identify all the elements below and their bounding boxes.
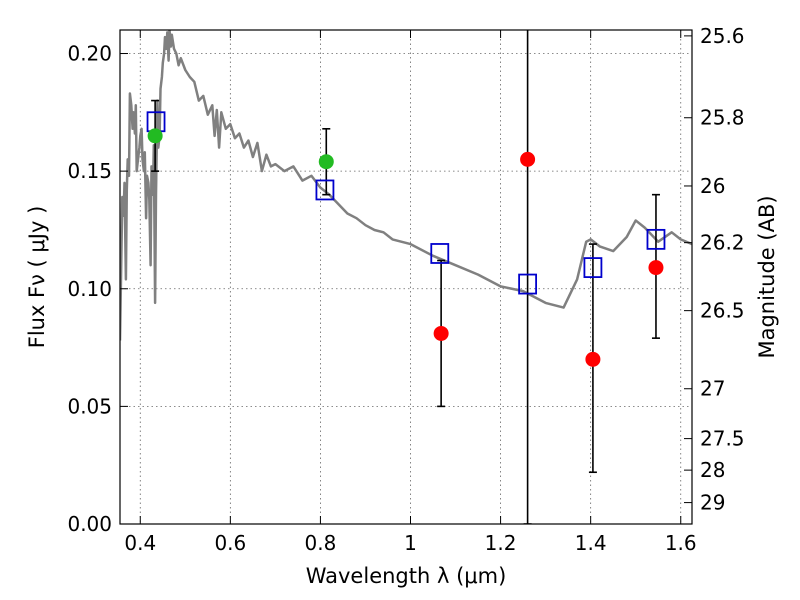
y-tick-label: 0.10	[67, 277, 112, 301]
x-tick-label: 1	[404, 531, 417, 555]
x-tick-label: 0.6	[214, 531, 246, 555]
y2-tick-label: 26.2	[700, 231, 745, 255]
marker-layer	[146, 111, 666, 367]
data-point-marker	[585, 351, 601, 367]
model-square-marker	[315, 179, 335, 201]
y2-tick-label: 28	[700, 458, 725, 482]
y2-tick-label: 25.8	[700, 106, 745, 130]
x-tick-label: 0.8	[305, 531, 337, 555]
y2-tick-label: 25.6	[700, 24, 745, 48]
x-tick-label: 1.6	[665, 531, 697, 555]
plot-frame	[119, 29, 693, 525]
y2-tick-label: 26.5	[700, 299, 745, 323]
spectrum-line	[120, 30, 692, 341]
y-tick-label: 0.05	[67, 394, 112, 418]
x-tick-label: 1.2	[485, 531, 517, 555]
data-point-marker	[433, 325, 449, 341]
x-axis-label: Wavelength λ (μm)	[306, 564, 507, 588]
y-tick-label: 0.20	[67, 42, 112, 66]
data-point-marker	[648, 260, 664, 276]
data-point-marker	[318, 154, 334, 170]
y2-tick-label: 27	[700, 377, 725, 401]
y-tick-label: 0.15	[67, 159, 112, 183]
y2-tick-label: 27.5	[700, 427, 745, 451]
y-axis-label: Flux Fν ( μJy )	[25, 206, 49, 349]
data-point-marker	[147, 128, 163, 144]
model-square-marker	[583, 257, 603, 278]
model-square-marker	[646, 228, 666, 250]
data-point-marker	[520, 151, 536, 167]
y2-tick-label: 29	[700, 491, 725, 515]
y-tick-label: 0.00	[67, 512, 112, 536]
spectrum-layer	[120, 30, 692, 341]
x-tick-label: 1.4	[575, 531, 607, 555]
y2-tick-label: 26	[700, 174, 725, 198]
y2-axis-label: Magnitude (AB)	[755, 195, 779, 358]
model-square-marker	[430, 243, 450, 264]
model-square-marker	[518, 273, 538, 295]
x-tick-label: 0.4	[124, 531, 156, 555]
ticks: 0.4 0.6 0.8 1 1.2 1.4 1.6 0.00 0.05 0.10 0.15 0.20 2…	[67, 24, 744, 555]
